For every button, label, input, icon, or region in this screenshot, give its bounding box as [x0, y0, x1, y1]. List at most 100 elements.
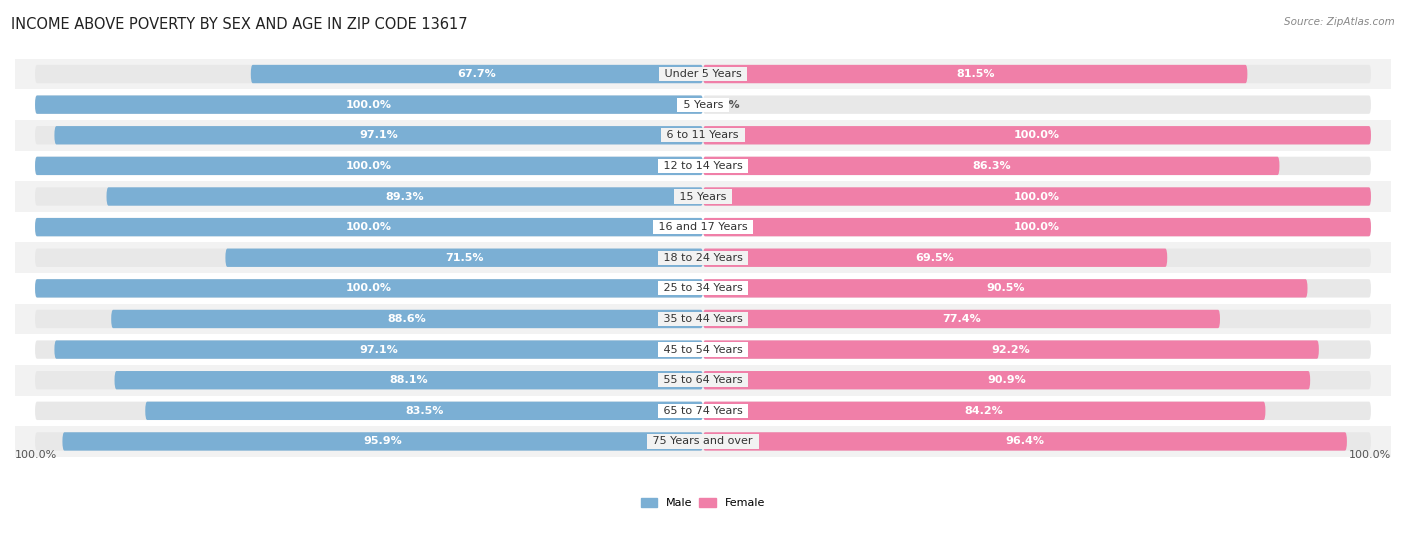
Text: 25 to 34 Years: 25 to 34 Years: [659, 283, 747, 293]
FancyBboxPatch shape: [111, 310, 703, 328]
Text: INCOME ABOVE POVERTY BY SEX AND AGE IN ZIP CODE 13617: INCOME ABOVE POVERTY BY SEX AND AGE IN Z…: [11, 17, 468, 32]
Text: 84.2%: 84.2%: [965, 406, 1004, 416]
Text: 100.0%: 100.0%: [15, 450, 58, 460]
Text: 15 Years: 15 Years: [676, 192, 730, 201]
Bar: [15, 120, 1391, 150]
FancyBboxPatch shape: [703, 65, 1247, 83]
FancyBboxPatch shape: [107, 187, 703, 206]
FancyBboxPatch shape: [35, 65, 703, 83]
Text: 88.1%: 88.1%: [389, 375, 427, 385]
FancyBboxPatch shape: [703, 126, 1371, 144]
Text: 69.5%: 69.5%: [915, 253, 955, 263]
Text: 100.0%: 100.0%: [1348, 450, 1391, 460]
FancyBboxPatch shape: [703, 432, 1371, 451]
Text: 65 to 74 Years: 65 to 74 Years: [659, 406, 747, 416]
FancyBboxPatch shape: [35, 126, 703, 144]
Text: 86.3%: 86.3%: [972, 161, 1011, 171]
FancyBboxPatch shape: [703, 218, 1371, 236]
Text: 83.5%: 83.5%: [405, 406, 443, 416]
FancyBboxPatch shape: [703, 401, 1265, 420]
Text: 100.0%: 100.0%: [346, 161, 392, 171]
Bar: [15, 89, 1391, 120]
Bar: [15, 365, 1391, 396]
FancyBboxPatch shape: [35, 218, 703, 236]
Text: 12 to 14 Years: 12 to 14 Years: [659, 161, 747, 171]
FancyBboxPatch shape: [703, 249, 1371, 267]
Bar: [15, 59, 1391, 89]
Text: 90.5%: 90.5%: [986, 283, 1025, 293]
Text: 90.9%: 90.9%: [987, 375, 1026, 385]
FancyBboxPatch shape: [703, 340, 1371, 359]
Text: 100.0%: 100.0%: [346, 100, 392, 110]
FancyBboxPatch shape: [35, 371, 703, 390]
FancyBboxPatch shape: [703, 310, 1220, 328]
FancyBboxPatch shape: [703, 432, 1347, 451]
FancyBboxPatch shape: [703, 310, 1371, 328]
Text: Source: ZipAtlas.com: Source: ZipAtlas.com: [1284, 17, 1395, 27]
Text: 89.3%: 89.3%: [385, 192, 425, 201]
Text: 18 to 24 Years: 18 to 24 Years: [659, 253, 747, 263]
Bar: [15, 212, 1391, 243]
Legend: Male, Female: Male, Female: [637, 494, 769, 513]
Bar: [15, 304, 1391, 334]
Text: 100.0%: 100.0%: [1014, 192, 1060, 201]
FancyBboxPatch shape: [703, 157, 1279, 175]
FancyBboxPatch shape: [703, 401, 1371, 420]
Text: 71.5%: 71.5%: [444, 253, 484, 263]
Text: 45 to 54 Years: 45 to 54 Years: [659, 344, 747, 354]
FancyBboxPatch shape: [55, 126, 703, 144]
FancyBboxPatch shape: [35, 218, 703, 236]
FancyBboxPatch shape: [703, 96, 1371, 114]
Text: 35 to 44 Years: 35 to 44 Years: [659, 314, 747, 324]
Text: 55 to 64 Years: 55 to 64 Years: [659, 375, 747, 385]
FancyBboxPatch shape: [35, 279, 703, 297]
FancyBboxPatch shape: [62, 432, 703, 451]
Text: 81.5%: 81.5%: [956, 69, 994, 79]
FancyBboxPatch shape: [250, 65, 703, 83]
FancyBboxPatch shape: [114, 371, 703, 390]
Text: 6 to 11 Years: 6 to 11 Years: [664, 130, 742, 140]
FancyBboxPatch shape: [703, 187, 1371, 206]
FancyBboxPatch shape: [703, 279, 1371, 297]
Bar: [15, 150, 1391, 181]
Text: 96.4%: 96.4%: [1005, 437, 1045, 447]
FancyBboxPatch shape: [703, 218, 1371, 236]
FancyBboxPatch shape: [703, 65, 1371, 83]
Text: 100.0%: 100.0%: [1014, 130, 1060, 140]
FancyBboxPatch shape: [35, 310, 703, 328]
Text: 16 and 17 Years: 16 and 17 Years: [655, 222, 751, 232]
FancyBboxPatch shape: [703, 187, 1371, 206]
Text: 67.7%: 67.7%: [457, 69, 496, 79]
FancyBboxPatch shape: [703, 279, 1308, 297]
FancyBboxPatch shape: [703, 249, 1167, 267]
FancyBboxPatch shape: [703, 371, 1310, 390]
FancyBboxPatch shape: [35, 249, 703, 267]
Bar: [15, 181, 1391, 212]
Text: 75 Years and over: 75 Years and over: [650, 437, 756, 447]
FancyBboxPatch shape: [35, 96, 703, 114]
FancyBboxPatch shape: [703, 157, 1371, 175]
Text: 97.1%: 97.1%: [360, 344, 398, 354]
Bar: [15, 426, 1391, 457]
Text: 92.2%: 92.2%: [991, 344, 1031, 354]
FancyBboxPatch shape: [35, 187, 703, 206]
FancyBboxPatch shape: [145, 401, 703, 420]
FancyBboxPatch shape: [35, 96, 703, 114]
Bar: [15, 243, 1391, 273]
Text: 77.4%: 77.4%: [942, 314, 981, 324]
Text: 0.0%: 0.0%: [710, 100, 741, 110]
Text: Under 5 Years: Under 5 Years: [661, 69, 745, 79]
FancyBboxPatch shape: [703, 340, 1319, 359]
FancyBboxPatch shape: [225, 249, 703, 267]
Text: 100.0%: 100.0%: [346, 222, 392, 232]
FancyBboxPatch shape: [35, 157, 703, 175]
Text: 100.0%: 100.0%: [346, 283, 392, 293]
Bar: [15, 396, 1391, 426]
Text: 97.1%: 97.1%: [360, 130, 398, 140]
Bar: [15, 334, 1391, 365]
FancyBboxPatch shape: [35, 279, 703, 297]
FancyBboxPatch shape: [35, 340, 703, 359]
FancyBboxPatch shape: [35, 401, 703, 420]
FancyBboxPatch shape: [35, 432, 703, 451]
Text: 100.0%: 100.0%: [1014, 222, 1060, 232]
